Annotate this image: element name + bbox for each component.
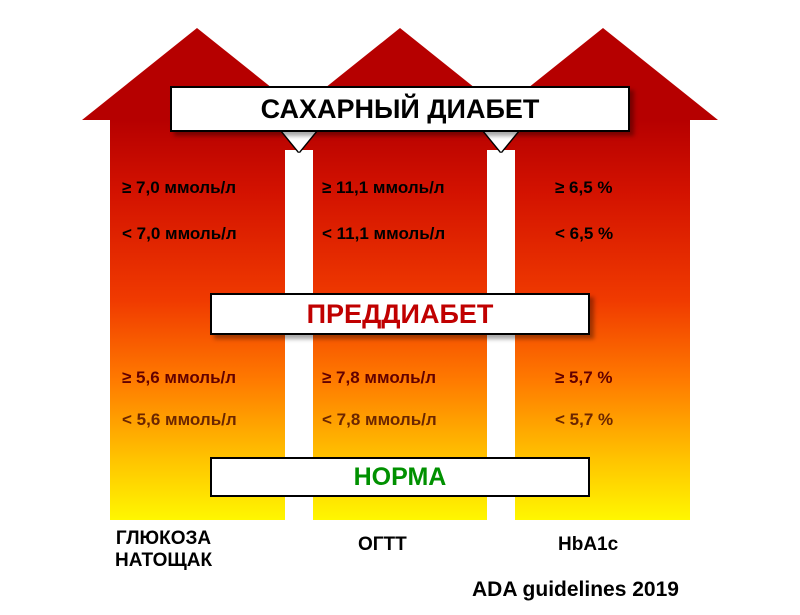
threshold-ogtt-1: < 11,1 ммоль/л [322, 224, 445, 244]
column-label-hba1c: HbA1c [558, 534, 618, 556]
diabetes-thresholds-infographic: САХАРНЫЙ ДИАБЕТ ПРЕДДИАБЕТ НОРМА ≥ 7,0 ммол… [0, 0, 800, 615]
banner-prediabetes: ПРЕДДИАБЕТ [210, 293, 590, 335]
threshold-hba1c-1: < 6,5 % [555, 224, 613, 244]
threshold-ogtt-0: ≥ 11,1 ммоль/л [322, 178, 445, 198]
column-label-ogtt: ОГТТ [358, 534, 407, 556]
threshold-fpg-1: < 7,0 ммоль/л [122, 224, 237, 244]
threshold-hba1c-2: ≥ 5,7 % [555, 368, 613, 388]
banner-pointer-1 [483, 130, 519, 152]
threshold-hba1c-0: ≥ 6,5 % [555, 178, 613, 198]
source-footer: ADA guidelines 2019 [472, 578, 679, 602]
threshold-ogtt-2: ≥ 7,8 ммоль/л [322, 368, 436, 388]
column-label-fpg-line1: ГЛЮКОЗА [115, 528, 212, 550]
column-label-hba1c-line1: HbA1c [558, 534, 618, 556]
banner-diabetes-label: САХАРНЫЙ ДИАБЕТ [261, 94, 540, 125]
banner-prediabetes-label: ПРЕДДИАБЕТ [307, 299, 494, 330]
banner-pointer-0 [281, 130, 317, 152]
threshold-hba1c-3: < 5,7 % [555, 410, 613, 430]
threshold-ogtt-3: < 7,8 ммоль/л [322, 410, 437, 430]
threshold-fpg-2: ≥ 5,6 ммоль/л [122, 368, 236, 388]
column-label-fpg: ГЛЮКОЗАНАТОЩАК [115, 528, 212, 572]
column-label-fpg-line2: НАТОЩАК [115, 550, 212, 572]
banner-normal-label: НОРМА [354, 463, 447, 492]
column-label-ogtt-line1: ОГТТ [358, 534, 407, 556]
threshold-fpg-3: < 5,6 ммоль/л [122, 410, 237, 430]
banner-diabetes: САХАРНЫЙ ДИАБЕТ [170, 86, 630, 132]
threshold-fpg-0: ≥ 7,0 ммоль/л [122, 178, 236, 198]
banner-normal: НОРМА [210, 457, 590, 497]
